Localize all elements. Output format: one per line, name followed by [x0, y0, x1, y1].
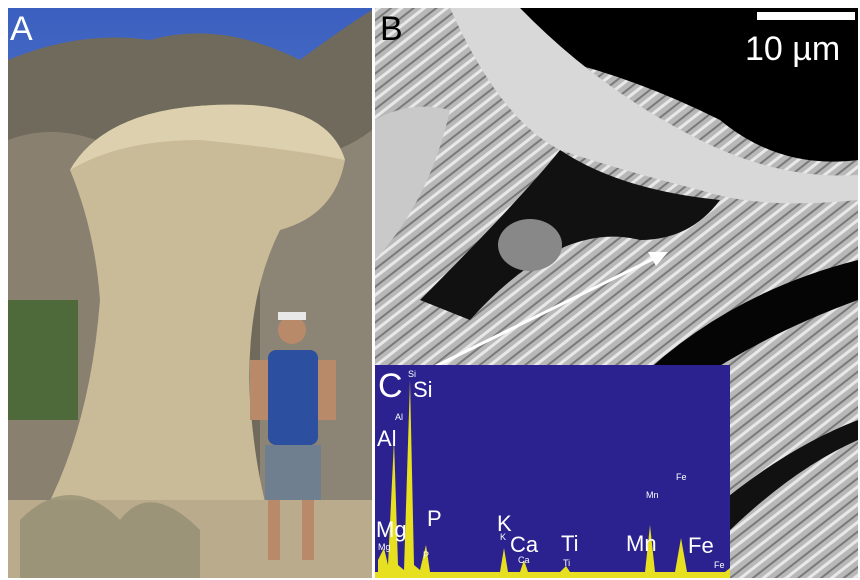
element-sublabel: Ca: [518, 555, 530, 565]
element-label: Mg: [376, 517, 407, 542]
element-sublabel: Mn: [646, 490, 659, 500]
element-sublabel: Si: [408, 369, 416, 379]
element-label: Ti: [561, 531, 579, 556]
panel-label: B: [380, 10, 403, 48]
element-sublabel: Al: [395, 412, 403, 422]
baseline: [375, 572, 730, 578]
panel-label: A: [10, 10, 33, 48]
scale-bar: [757, 12, 855, 20]
photo-panel: [8, 8, 372, 578]
element-sublabel: P: [423, 550, 429, 560]
element-label: Mn: [626, 531, 657, 556]
element-label: Al: [377, 426, 397, 451]
element-sublabel: Mg: [378, 542, 391, 552]
element-label: Fe: [688, 533, 714, 558]
panel-label: C: [378, 367, 403, 405]
figure: 10 µm SiSiAlAlMgMgPPKKCaCaTiTiMnMnFeFeFe…: [0, 0, 860, 580]
element-label: Si: [413, 377, 433, 402]
element-sublabel: K: [500, 532, 506, 542]
element-sublabel: Fe: [714, 560, 725, 570]
scale-label: 10 µm: [745, 30, 840, 68]
element-sublabel: Ti: [563, 558, 570, 568]
element-label: P: [427, 506, 442, 531]
element-sublabel: Fe: [676, 472, 687, 482]
element-label: Ca: [510, 532, 539, 557]
